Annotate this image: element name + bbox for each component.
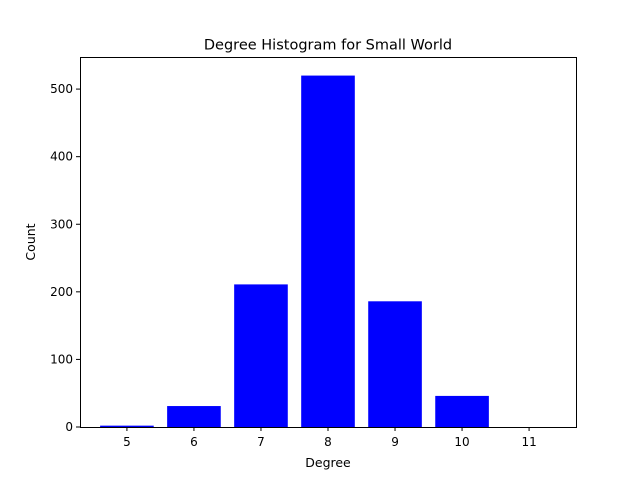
x-tick-label: 10 [454,435,469,449]
x-axis-ticks: 5 6 7 8 9 10 11 [123,427,537,449]
bar-degree-5 [100,425,154,427]
bar-degree-9 [368,301,422,427]
bars-group [100,75,489,428]
x-tick-label: 5 [123,435,131,449]
x-tick-label: 9 [391,435,399,449]
x-tick-label: 6 [190,435,198,449]
y-axis-ticks: 0 100 200 300 400 500 [50,82,80,434]
x-tick-label: 8 [324,435,332,449]
x-tick-label: 7 [257,435,265,449]
x-tick-label: 11 [521,435,536,449]
y-axis-label: Count [23,223,38,260]
plot-frame [80,57,577,428]
y-tick-label: 0 [65,420,73,434]
y-tick-label: 100 [50,352,73,366]
x-axis-label: Degree [305,455,351,470]
bar-degree-10 [435,395,489,427]
bar-degree-7 [234,284,288,427]
y-tick-label: 200 [50,285,73,299]
chart-title: Degree Histogram for Small World [204,38,452,54]
y-tick-label: 400 [50,150,73,164]
bar-degree-8 [301,75,355,428]
bar-degree-6 [167,406,221,427]
y-tick-label: 300 [50,217,73,231]
y-tick-label: 500 [50,82,73,96]
